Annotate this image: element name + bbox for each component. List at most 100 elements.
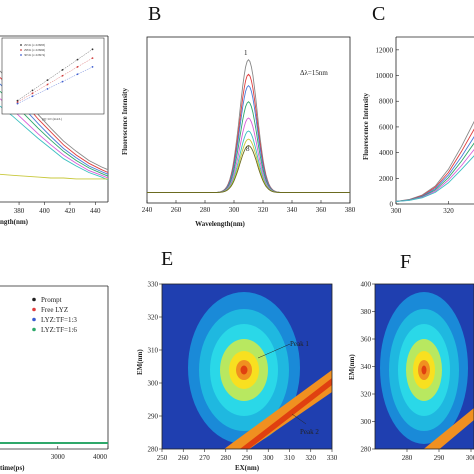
panel-d-legend-marker — [32, 327, 36, 332]
inset-point — [46, 79, 49, 82]
panel-e-peak2-arrow — [291, 413, 307, 425]
panel-e-x-tick-label: 300 — [263, 454, 274, 462]
panel-b-series-line — [147, 130, 350, 193]
panel-e-x-tick-label: 330 — [327, 454, 338, 462]
inset-fit-line — [17, 57, 93, 103]
inset-legend-1: 293 K (r=0.9983) — [24, 43, 45, 47]
panel-b-x-tick-label: 240 — [142, 206, 153, 214]
panel-d-x-tick-label: 4000 — [93, 453, 108, 461]
panel-f-y-tick-label: 320 — [361, 391, 372, 399]
panel-e-y-tick-label: 290 — [148, 413, 159, 421]
panel-a-x-tick-label: 420 — [65, 207, 76, 215]
inset-legend-marker — [20, 54, 22, 56]
panel-d-x-ticks: 3000 4000 — [51, 446, 109, 461]
inset-point — [76, 58, 79, 61]
inset-fit-line — [17, 49, 93, 101]
panel-e-rayleigh-core — [239, 378, 332, 449]
panel-c: Fluorescence Intensity 0 2000 4000 6000 8000… — [362, 36, 474, 215]
panel-c-y-tick-label: 12000 — [376, 46, 394, 54]
panel-c-series-line — [395, 155, 474, 202]
panel-b-annotation: Δλ=15nm — [300, 69, 328, 77]
panel-f-y-tick-label: 360 — [361, 336, 372, 344]
panel-c-y-tick-label: 0 — [390, 201, 394, 209]
inset-legend-3: 303 K (r=0.9974) — [24, 53, 45, 57]
panel-e-rayleigh-band — [224, 370, 332, 449]
panel-f-x-tick-label: 280 — [402, 454, 413, 462]
panel-f-ticks: 280 300 320 340 360 380 400 280 290 300 — [361, 281, 474, 463]
panel-e-y-tick-label: 320 — [148, 314, 159, 322]
panel-e-ylabel: EM(nm) — [136, 349, 144, 375]
panel-f-y-tick-label: 400 — [361, 281, 372, 289]
inset-point — [76, 66, 79, 68]
panel-e-x-tick-label: 280 — [221, 454, 232, 462]
panel-a-x-tick-label: 380 — [14, 207, 25, 215]
panel-b: Fluorescence Intensity Wavelength(nm) Δλ… — [121, 36, 356, 228]
panel-d-xlabel: time(ps) — [0, 464, 25, 472]
panel-c-ylabel: Fluorescence Intensity — [362, 93, 370, 160]
panel-f-ylabel: EM(nm) — [348, 354, 356, 380]
panel-b-x-tick-label: 320 — [258, 206, 269, 214]
panel-e: Peak 1 Peak 2 250 260 270 280 290 300 310 320 33… — [136, 281, 338, 473]
panel-d-legend-label: LYZ:TF=1:3 — [41, 316, 77, 324]
panel-b-curve-label-1: 1 — [244, 49, 248, 57]
panel-c-series-line — [395, 120, 474, 202]
panel-b-x-tick-label: 340 — [287, 206, 298, 214]
panel-c-series-line — [395, 128, 474, 202]
panel-e-x-tick-label: 290 — [242, 454, 253, 462]
panel-c-y-tick-label: 10000 — [376, 72, 394, 80]
inset-point — [31, 92, 34, 95]
panel-b-series-line — [147, 117, 350, 193]
panel-e-level-7 — [240, 365, 248, 375]
panel-d-x-tick-label: 3000 — [51, 453, 66, 461]
panel-d-legend-label: LYZ:TF=1:6 — [41, 326, 77, 334]
panel-f-x-tick-label: 290 — [434, 454, 445, 462]
panel-a: ngth(nm) 380 400 420 440 293 K (r=0.9983) 2… — [0, 35, 109, 226]
panel-a-inset: 293 K (r=0.9983) 298 K (r=0.9966) 303 K … — [16, 43, 94, 121]
panel-e-peak1-arrow — [257, 343, 291, 359]
panel-d-legend: Prompt Free LYZ LYZ:TF=1:3 LYZ:TF=1:6 — [32, 296, 77, 334]
panel-e-x-tick-label: 310 — [284, 454, 295, 462]
panel-f-x-tick-label: 300 — [466, 454, 474, 462]
inset-point — [31, 95, 34, 98]
panel-d-legend-label: Free LYZ — [41, 306, 68, 314]
panel-e-x-tick-label: 320 — [306, 454, 317, 462]
inset-point — [76, 73, 79, 76]
panel-e-xlabel: EX(nm) — [235, 464, 260, 472]
panel-c-y-tick-label: 8000 — [379, 98, 394, 106]
panel-a-x-tick-label: 400 — [39, 207, 50, 215]
panel-f-rayleigh-band — [423, 408, 474, 449]
panel-letter-f: F — [400, 251, 411, 273]
panel-b-frame — [146, 36, 351, 204]
panel-e-y-tick-label: 310 — [148, 347, 159, 355]
inset-point — [46, 88, 49, 90]
panel-c-y-tick-label: 6000 — [379, 123, 394, 131]
panel-b-x-tick-label: 360 — [316, 206, 327, 214]
panel-f-y-tick-label: 300 — [361, 418, 372, 426]
panel-b-x-tick-label: 300 — [229, 206, 240, 214]
panel-letter-b: B — [148, 3, 161, 25]
panel-b-series-line — [147, 73, 350, 193]
panel-b-series-line — [147, 144, 350, 193]
panel-f-contour — [375, 284, 474, 449]
panel-c-x-tick-label: 300 — [391, 207, 402, 215]
panel-b-x-tick-label: 280 — [200, 206, 211, 214]
panel-letter-c: C — [372, 3, 385, 25]
panel-b-ylabel: Fluorescence Intensity — [121, 88, 129, 155]
inset-point — [61, 80, 64, 83]
panel-a-inset-frame — [1, 37, 105, 115]
inset-point — [16, 102, 19, 105]
panel-b-x-tick-label: 380 — [345, 206, 356, 214]
panel-b-x-ticks: 240 260 280 300 320 340 360 380 — [142, 200, 356, 214]
panel-e-y-tick-label: 300 — [148, 380, 159, 388]
panel-b-series — [147, 58, 350, 193]
inset-point — [31, 89, 34, 92]
inset-point — [61, 68, 64, 71]
panel-letter-e: E — [161, 248, 173, 270]
panel-e-contour — [162, 284, 332, 449]
panel-f-y-tick-label: 280 — [361, 446, 372, 454]
panel-a-series-line — [0, 173, 108, 180]
panel-e-y-tick-label: 280 — [148, 446, 159, 454]
inset-legend-marker — [20, 49, 22, 51]
panel-b-curve-label-8: 8 — [246, 145, 250, 153]
